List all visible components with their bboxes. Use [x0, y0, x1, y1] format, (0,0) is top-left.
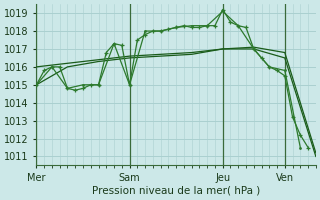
X-axis label: Pression niveau de la mer( hPa ): Pression niveau de la mer( hPa ) — [92, 186, 260, 196]
